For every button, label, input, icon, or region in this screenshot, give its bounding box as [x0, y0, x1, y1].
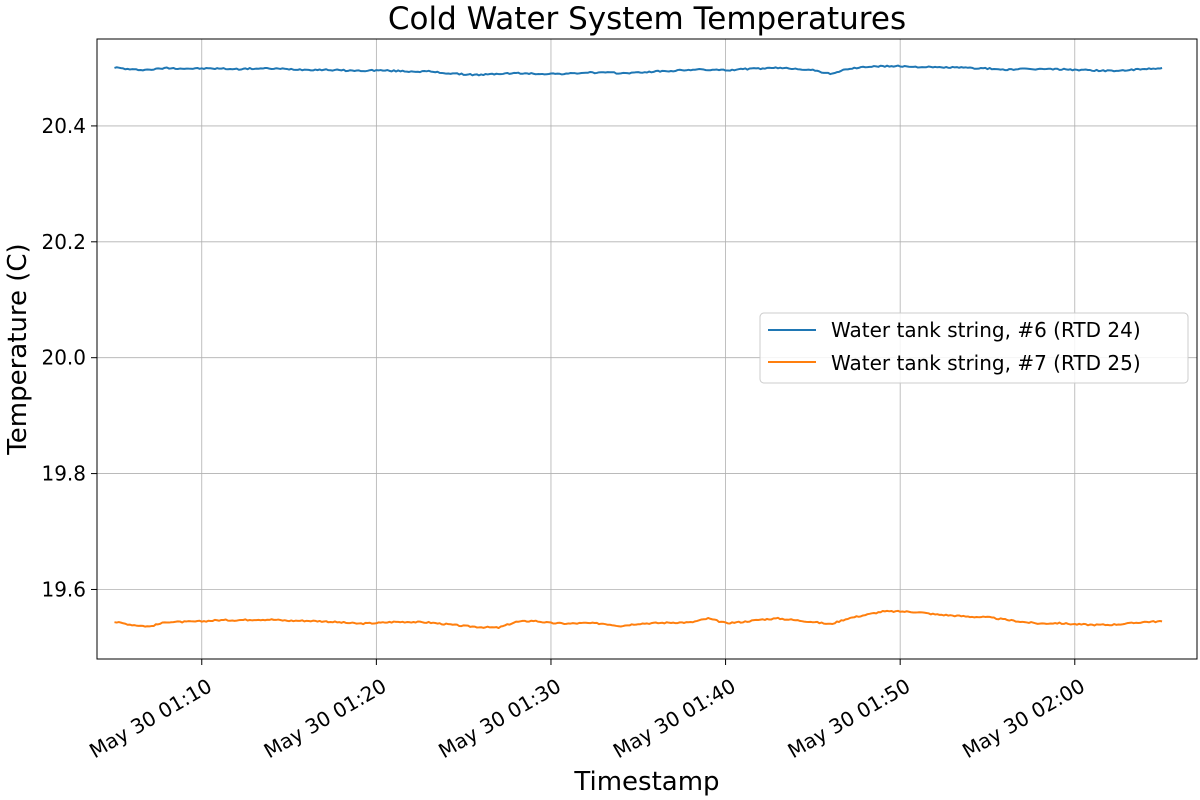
series-lines: [114, 64, 1163, 630]
chart-title: Cold Water System Temperatures: [388, 1, 906, 37]
legend-label-rtd24: Water tank string, #6 (RTD 24): [831, 318, 1141, 342]
y-tick-label: 19.6: [41, 577, 86, 601]
legend-label-rtd25: Water tank string, #7 (RTD 25): [831, 351, 1141, 375]
y-tick-label: 20.2: [41, 230, 86, 254]
y-axis-title: Temperature (C): [3, 243, 33, 455]
legend-frame: [759, 312, 1189, 384]
series-line-rtd24: [114, 64, 1163, 77]
y-tick-label: 19.8: [41, 462, 86, 486]
legend: Water tank string, #6 (RTD 24) Water tan…: [759, 312, 1189, 384]
y-tick-label: 20.4: [41, 114, 86, 138]
y-tick-label: 20.0: [41, 346, 86, 370]
plot-area-frame: [96, 38, 1198, 660]
series-line-rtd25: [114, 609, 1163, 630]
x-axis-title: Timestamp: [573, 767, 719, 797]
grid: [97, 39, 1197, 659]
